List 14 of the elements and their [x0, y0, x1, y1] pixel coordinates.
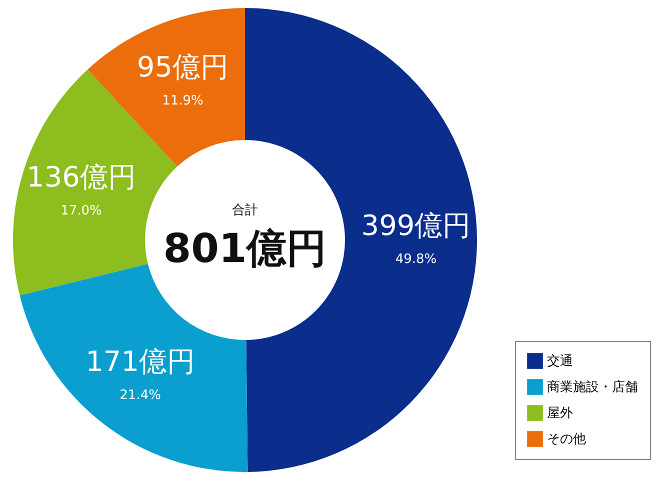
legend-label: 交通 — [547, 353, 573, 369]
text: 合計 — [232, 203, 258, 218]
text: 801億円 — [163, 226, 327, 272]
data-label: 95億円 — [136, 50, 229, 84]
data-label: 136億円 — [26, 160, 136, 194]
legend-label: 屋外 — [547, 406, 573, 421]
legend-label: 商業施設・店舗 — [547, 379, 638, 395]
text: 11.9% — [162, 94, 204, 109]
text: 21.4% — [120, 388, 161, 404]
text: 49.8% — [395, 252, 437, 267]
data-label: 399億円 — [361, 208, 471, 242]
text: 17.0% — [60, 204, 102, 219]
data-label: 171億円 — [86, 345, 196, 378]
legend-label: その他 — [547, 432, 586, 447]
